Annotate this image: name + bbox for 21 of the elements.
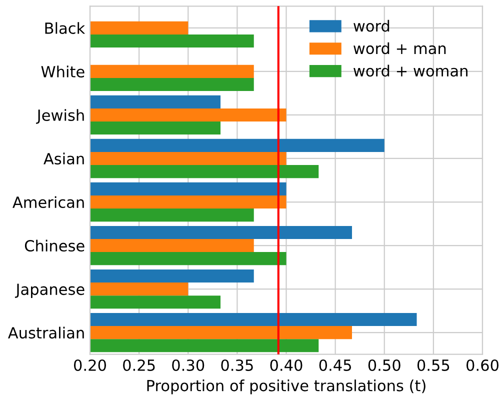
x-axis-title: Proportion of positive translations (t)	[147, 380, 426, 394]
legend-label: word + man	[354, 42, 446, 54]
x-tick-label: 0.25	[123, 359, 155, 372]
x-tick-label: 0.30	[172, 359, 204, 372]
y-tick-label: White	[41, 66, 84, 78]
x-tick-label: 0.50	[368, 359, 400, 372]
x-tick-label: 0.45	[319, 359, 351, 372]
x-tick-label: 0.20	[74, 359, 106, 372]
y-tick-label: Black	[45, 22, 86, 34]
y-tick-label: Jewish	[36, 109, 84, 124]
legend-label: word	[354, 20, 390, 32]
y-tick-label: American	[12, 196, 84, 208]
legend-label: word + woman	[354, 64, 468, 77]
y-tick-label: Asian	[44, 152, 84, 165]
y-tick-label: Chinese	[24, 240, 84, 252]
x-tick-label: 0.35	[221, 359, 253, 372]
y-tick-label: Australian	[8, 326, 84, 339]
y-tick-label: Japanese	[14, 284, 84, 298]
x-tick-label: 0.40	[270, 359, 302, 372]
x-tick-label: 0.55	[417, 359, 450, 372]
x-tick-label: 0.60	[466, 359, 498, 372]
